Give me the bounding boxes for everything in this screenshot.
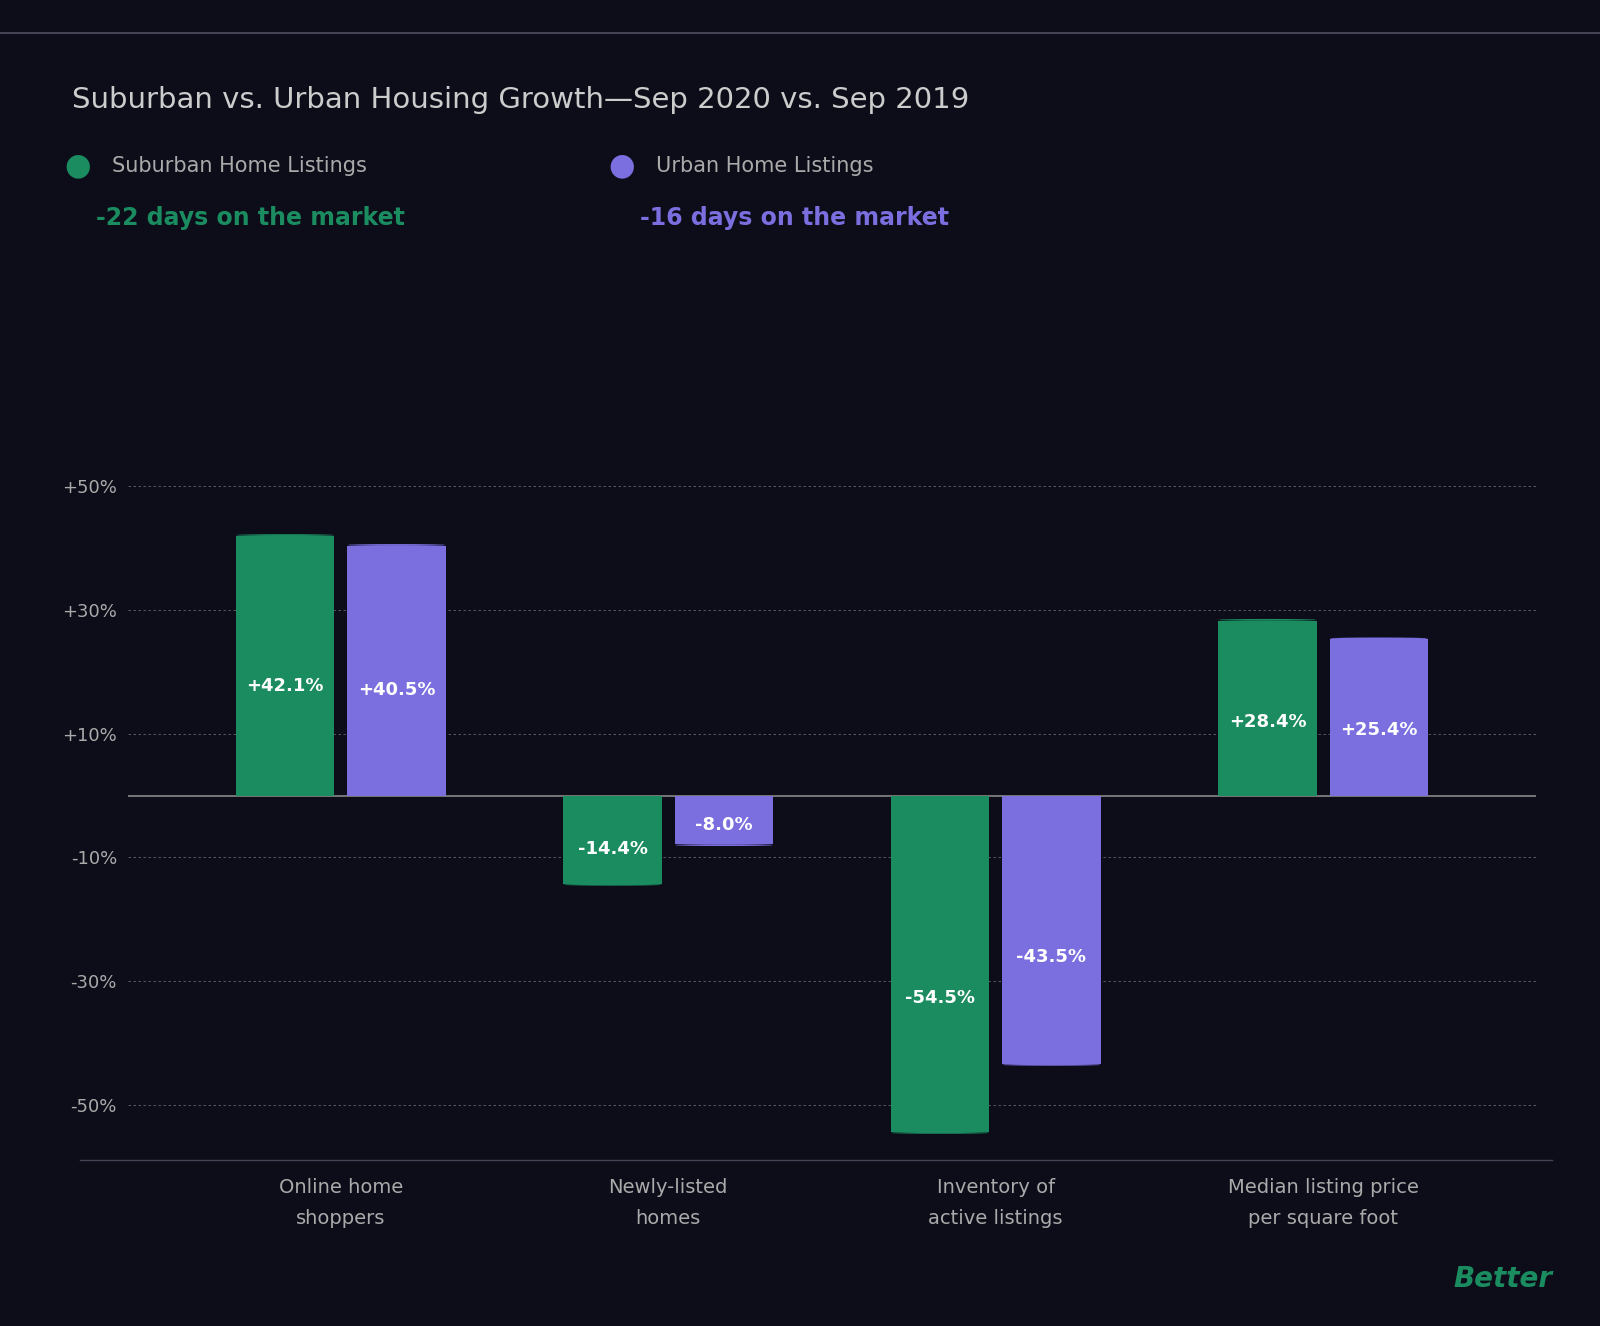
Ellipse shape [1330,638,1427,639]
Bar [1330,639,1427,796]
Text: -22 days on the market: -22 days on the market [96,206,405,229]
Text: Urban Home Listings: Urban Home Listings [656,155,874,176]
Ellipse shape [1002,1063,1101,1066]
Text: -16 days on the market: -16 days on the market [640,206,949,229]
Text: Suburban vs. Urban Housing Growth—Sep 2020 vs. Sep 2019: Suburban vs. Urban Housing Growth—Sep 20… [72,86,970,114]
Bar [1002,796,1101,1063]
Bar [237,536,334,796]
Text: Better: Better [1453,1265,1552,1293]
Ellipse shape [891,1132,989,1134]
Text: -14.4%: -14.4% [578,841,648,858]
Ellipse shape [237,534,334,536]
Ellipse shape [563,883,662,886]
Bar [347,546,446,796]
Text: +25.4%: +25.4% [1341,720,1418,739]
Text: -54.5%: -54.5% [906,989,974,1006]
Text: Suburban Home Listings: Suburban Home Listings [112,155,366,176]
Ellipse shape [1218,619,1317,621]
Text: -43.5%: -43.5% [1016,948,1086,967]
Text: +40.5%: +40.5% [358,682,435,699]
Bar [1218,621,1317,796]
Bar [891,796,989,1132]
Bar [563,796,662,883]
Text: -8.0%: -8.0% [694,817,752,834]
Text: +42.1%: +42.1% [246,678,323,695]
Text: +28.4%: +28.4% [1229,713,1306,731]
Ellipse shape [347,544,446,546]
Text: ●: ● [608,151,635,180]
Text: ●: ● [64,151,91,180]
Bar [675,796,773,845]
Ellipse shape [675,845,773,846]
